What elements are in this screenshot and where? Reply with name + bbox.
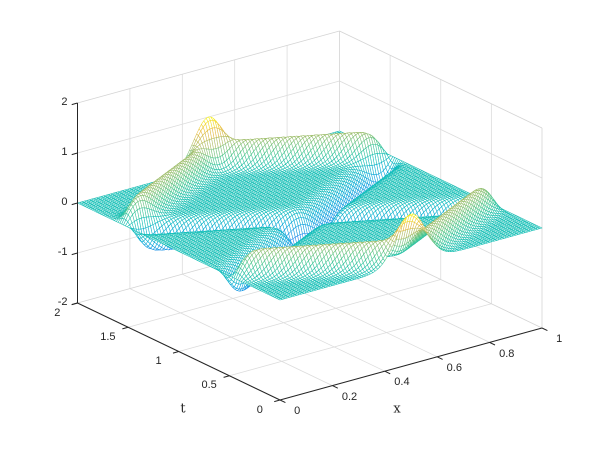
figure-3d-mesh-plot: t x 0 0.2 0.4 0.6 0.8 1 0 0.5 1 1.5 2 -2 -1 0 1 2 <box>0 0 600 450</box>
mesh-plot-canvas <box>0 0 600 450</box>
